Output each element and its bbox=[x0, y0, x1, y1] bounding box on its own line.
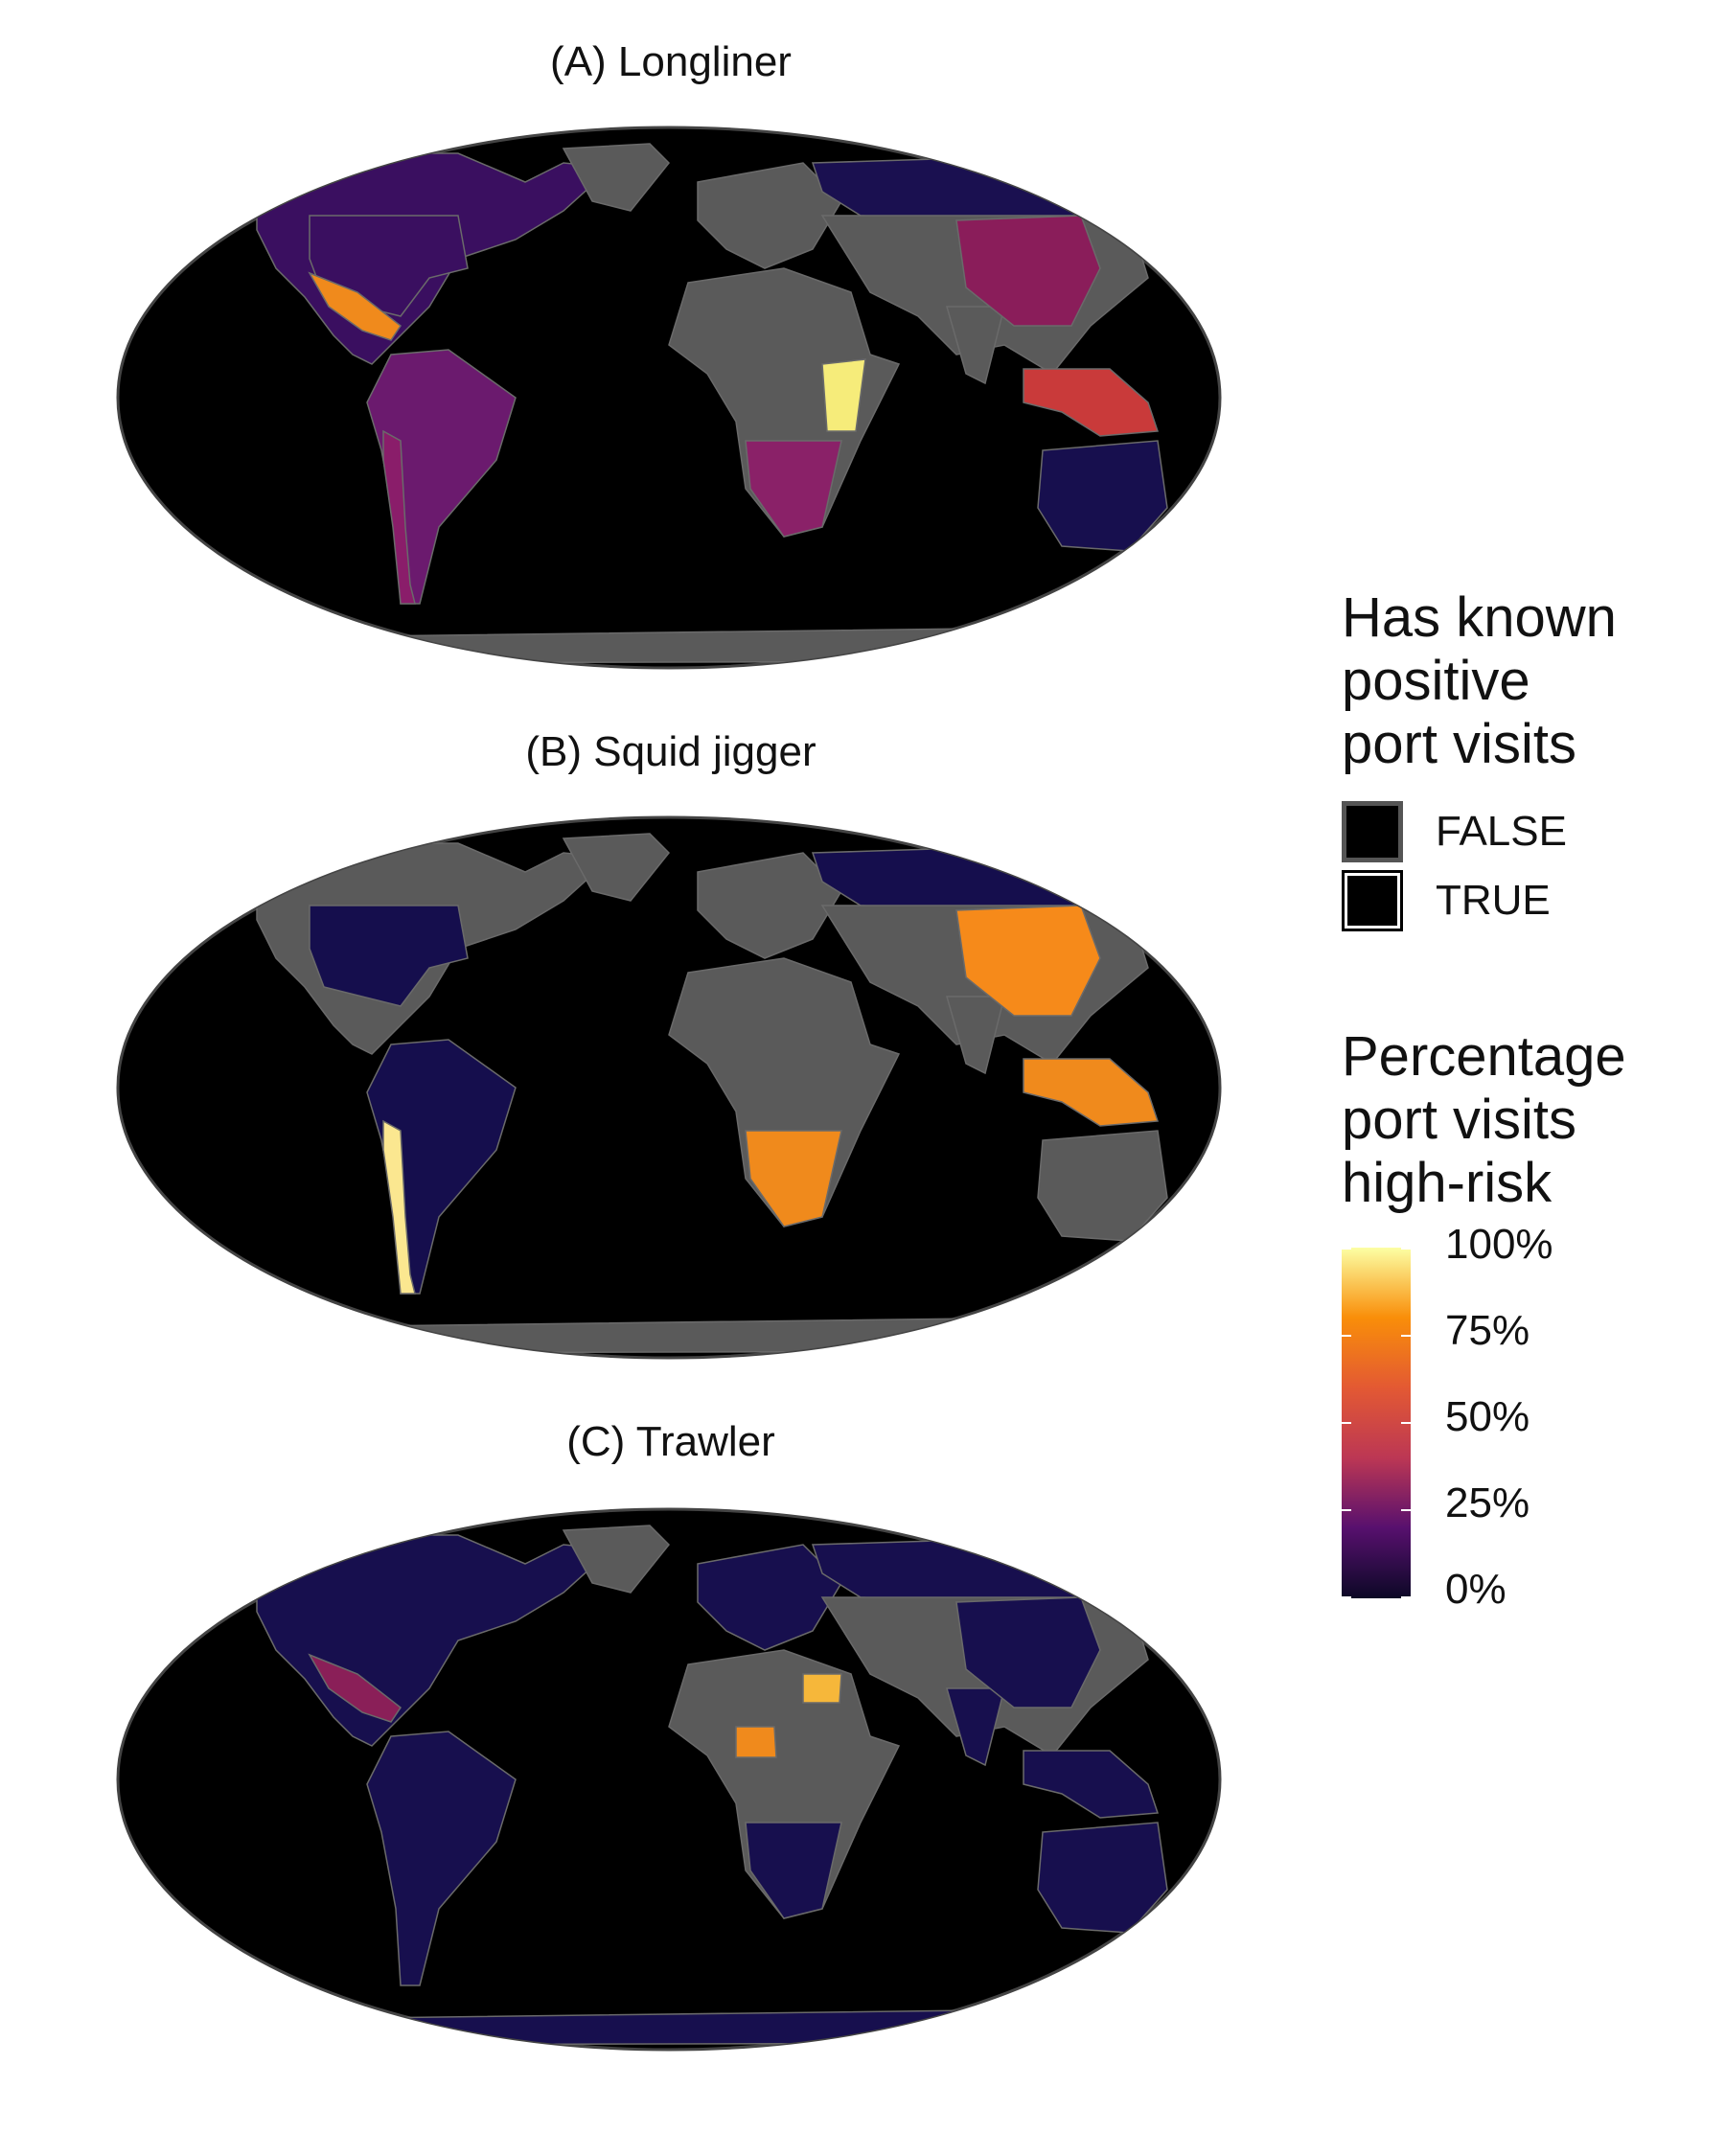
legend-key-false-swatch bbox=[1342, 801, 1403, 862]
region-russia bbox=[811, 1534, 1169, 1603]
region-australia bbox=[1037, 1130, 1168, 1242]
region-antarctica bbox=[255, 2008, 1092, 2046]
map-trawler bbox=[116, 1507, 1222, 2052]
legend-key-true: TRUE bbox=[1342, 870, 1551, 931]
legend-title-line: positive bbox=[1342, 650, 1530, 712]
region-india bbox=[946, 996, 1005, 1075]
colorbar-tick-label: 0% bbox=[1445, 1566, 1506, 1613]
region-chile bbox=[382, 429, 416, 605]
colorbar bbox=[1342, 1248, 1411, 1598]
region-australia bbox=[1037, 440, 1168, 552]
legend-percentage: Percentage port visits high-risk 100% 75… bbox=[1342, 1025, 1706, 1613]
legend-percentage-title: Percentage port visits high-risk bbox=[1342, 1025, 1706, 1215]
region-mexico bbox=[308, 1653, 402, 1723]
colorbar-tick-label: 100% bbox=[1445, 1221, 1553, 1268]
region-russia bbox=[811, 152, 1169, 221]
legend-key-false: FALSE bbox=[1342, 801, 1567, 862]
region-russia bbox=[811, 842, 1169, 911]
colorbar-tick-label: 75% bbox=[1445, 1307, 1530, 1354]
region-africa-south bbox=[745, 440, 842, 538]
region-greenland bbox=[562, 143, 671, 212]
region-east-africa bbox=[821, 358, 866, 432]
region-africa-south bbox=[745, 1822, 842, 1919]
colorbar-tick bbox=[1401, 1335, 1411, 1337]
region-europe bbox=[697, 162, 842, 269]
legend-title-line: port visits bbox=[1342, 1089, 1576, 1151]
colorbar-tick bbox=[1342, 1509, 1351, 1511]
map-longliner bbox=[116, 126, 1222, 670]
region-seasia bbox=[1023, 1750, 1160, 1819]
colorbar-tick-label: 50% bbox=[1445, 1393, 1530, 1440]
colorbar-tick bbox=[1342, 1422, 1351, 1424]
region-southamerica bbox=[366, 1731, 517, 1986]
region-india bbox=[946, 306, 1005, 385]
legend-known-positive: Has known positive port visits FALSE TRU… bbox=[1342, 586, 1706, 951]
region-greenland bbox=[562, 1525, 671, 1594]
region-chile bbox=[382, 1119, 416, 1295]
colorbar-tick bbox=[1401, 1596, 1411, 1598]
region-australia bbox=[1037, 1822, 1168, 1934]
colorbar-tick bbox=[1342, 1248, 1351, 1250]
legend-title-line: Has known bbox=[1342, 586, 1617, 649]
legend-key-true-swatch bbox=[1342, 870, 1403, 931]
map-squid-jigger bbox=[116, 815, 1222, 1360]
region-mexico bbox=[308, 271, 402, 341]
region-seasia bbox=[1023, 368, 1160, 437]
region-africa-south bbox=[745, 1130, 842, 1227]
panel-b-title: (B) Squid jigger bbox=[525, 728, 816, 775]
region-nigeria bbox=[735, 1726, 777, 1758]
colorbar-tick-label: 25% bbox=[1445, 1479, 1530, 1526]
panel-c-title: (C) Trawler bbox=[566, 1418, 775, 1465]
region-greenland bbox=[562, 833, 671, 902]
legend-known-positive-title: Has known positive port visits bbox=[1342, 586, 1706, 776]
region-antarctica bbox=[255, 627, 1092, 664]
region-antarctica bbox=[255, 1317, 1092, 1354]
colorbar-tick bbox=[1342, 1335, 1351, 1337]
colorbar-tick bbox=[1401, 1422, 1411, 1424]
legend-title-line: port visits bbox=[1342, 713, 1576, 775]
legend-title-line: high-risk bbox=[1342, 1152, 1552, 1214]
region-europe bbox=[697, 852, 842, 959]
region-india bbox=[946, 1687, 1005, 1767]
legend-title-line: Percentage bbox=[1342, 1025, 1626, 1088]
region-us bbox=[309, 905, 469, 1007]
region-egypt bbox=[802, 1673, 842, 1704]
legend-key-true-label: TRUE bbox=[1436, 877, 1551, 924]
region-seasia bbox=[1023, 1058, 1160, 1127]
colorbar-tick bbox=[1342, 1596, 1351, 1598]
region-europe bbox=[697, 1544, 842, 1651]
colorbar-tick bbox=[1401, 1248, 1411, 1250]
legend-key-false-label: FALSE bbox=[1436, 808, 1567, 855]
panel-a-title: (A) Longliner bbox=[550, 38, 792, 85]
colorbar-tick bbox=[1401, 1509, 1411, 1511]
